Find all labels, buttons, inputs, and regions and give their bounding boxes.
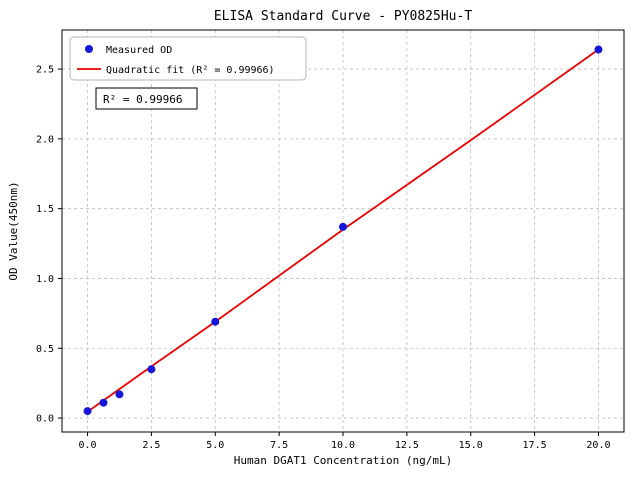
- legend-label-measured-od: Measured OD: [106, 45, 172, 56]
- quadratic-fit-line: [87, 48, 599, 413]
- x-tick-label: 10.0: [331, 440, 355, 451]
- legend-label-quadratic-fit: Quadratic fit (R² = 0.99966): [106, 65, 275, 76]
- measured-od-point: [339, 222, 347, 231]
- r-squared-annotation-text: R² = 0.99966: [103, 93, 182, 106]
- x-tick-label: 0.0: [79, 440, 97, 451]
- y-axis-label: OD Value(450nm): [7, 181, 20, 280]
- plot-area: 0.0 2.5 5.0 7.5 10.0 12.5 15.0 17.5 20.0 0.0 0.5 1.…: [36, 29, 625, 451]
- measured-od-point: [594, 45, 603, 54]
- x-tick-label: 5.0: [206, 440, 224, 451]
- x-tick-label: 20.0: [586, 440, 610, 451]
- x-tick-label: 7.5: [270, 440, 288, 451]
- legend-marker-measured-od-icon: [85, 45, 93, 53]
- measured-od-point: [115, 390, 124, 399]
- y-tick-label: 2.0: [36, 134, 54, 145]
- r-squared-annotation-box: [95, 87, 198, 110]
- y-tick-label: 0.0: [36, 414, 54, 425]
- y-tick-label: 1.5: [36, 204, 54, 215]
- x-tick-label: 15.0: [459, 440, 483, 451]
- measured-od-point: [211, 317, 220, 326]
- legend-box: [69, 36, 307, 81]
- y-tick-label: 2.5: [36, 65, 54, 76]
- y-tick-label: 0.5: [36, 344, 54, 355]
- measured-od-point: [99, 398, 108, 407]
- x-tick-label: 2.5: [142, 440, 160, 451]
- chart-title: ELISA Standard Curve - PY0825Hu-T: [214, 9, 472, 24]
- r-squared-annotation: R² = 0.99966: [95, 87, 198, 110]
- measured-od-point: [147, 365, 156, 374]
- measured-od-point: [83, 407, 92, 416]
- x-tick-label: 12.5: [395, 440, 419, 451]
- x-axis-label: Human DGAT1 Concentration (ng/mL): [234, 454, 453, 467]
- plot-border: [61, 29, 625, 433]
- x-tick-label: 17.5: [523, 440, 547, 451]
- y-tick-label: 1.0: [36, 274, 54, 285]
- legend: Measured OD Quadratic fit (R² = 0.99966): [69, 36, 307, 81]
